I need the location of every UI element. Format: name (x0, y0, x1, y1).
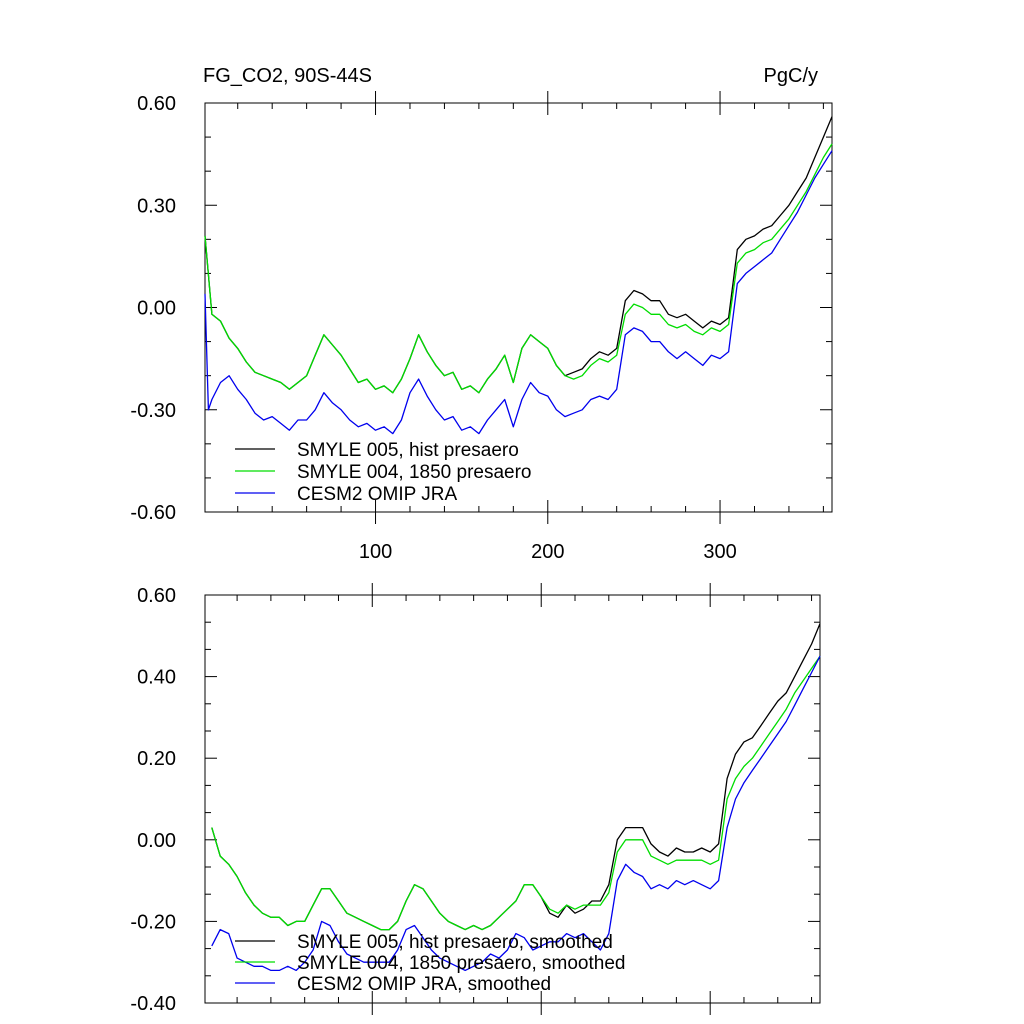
legend-label: CESM2 OMIP JRA (297, 484, 457, 505)
legend-label: SMYLE 005, hist presaero (297, 440, 519, 461)
y-tick-label: 0.60 (137, 585, 176, 607)
y-tick-label: -0.40 (130, 993, 176, 1015)
bottom-panel: -0.40 -0.20 0.00 0.20 0.40 0.60 SMYLE 005, his… (130, 583, 821, 1015)
y-tick-label: 0.20 (137, 748, 176, 770)
x-tick-label: 100 (359, 541, 392, 563)
series-line-smyle-004-1850-presaero-smoothed (211, 655, 821, 931)
legend-label: CESM2 OMIP JRA, smoothed (297, 974, 551, 995)
series-line-smyle-005-hist-presaero (204, 116, 833, 394)
y-tick-label: -0.20 (130, 911, 176, 933)
x-tick-label: 300 (703, 541, 736, 563)
series-line-cesm2-omip-jra (204, 150, 833, 435)
y-tick-label: -0.30 (130, 400, 176, 422)
legend-label: SMYLE 005, hist presaero, smoothed (297, 932, 613, 953)
legend-label: SMYLE 004, 1850 presaero, smoothed (297, 953, 625, 974)
series-line-smyle-004-1850-presaero (204, 143, 833, 394)
y-tick-label: 0.00 (137, 830, 176, 852)
y-tick-label: 0.30 (137, 195, 176, 217)
y-tick-label: 0.60 (137, 93, 176, 115)
y-tick-label: -0.60 (130, 502, 176, 524)
figure-title: FG_CO2, 90S-44S (203, 65, 372, 87)
y-tick-label: 0.40 (137, 667, 176, 689)
legend-label: SMYLE 004, 1850 presaero (297, 462, 532, 483)
series-line-smyle-005-hist-presaero-smoothed (211, 623, 821, 931)
series-line-cesm2-omip-jra-smoothed (211, 655, 821, 972)
x-tick-label: 200 (531, 541, 564, 563)
y-tick-label: 0.00 (137, 298, 176, 320)
units-label: PgC/y (764, 65, 818, 87)
top-panel: -0.60 -0.30 0.00 0.30 0.60 100 200 300 SMYLE 005… (130, 91, 833, 563)
plot-frame (204, 594, 821, 1004)
